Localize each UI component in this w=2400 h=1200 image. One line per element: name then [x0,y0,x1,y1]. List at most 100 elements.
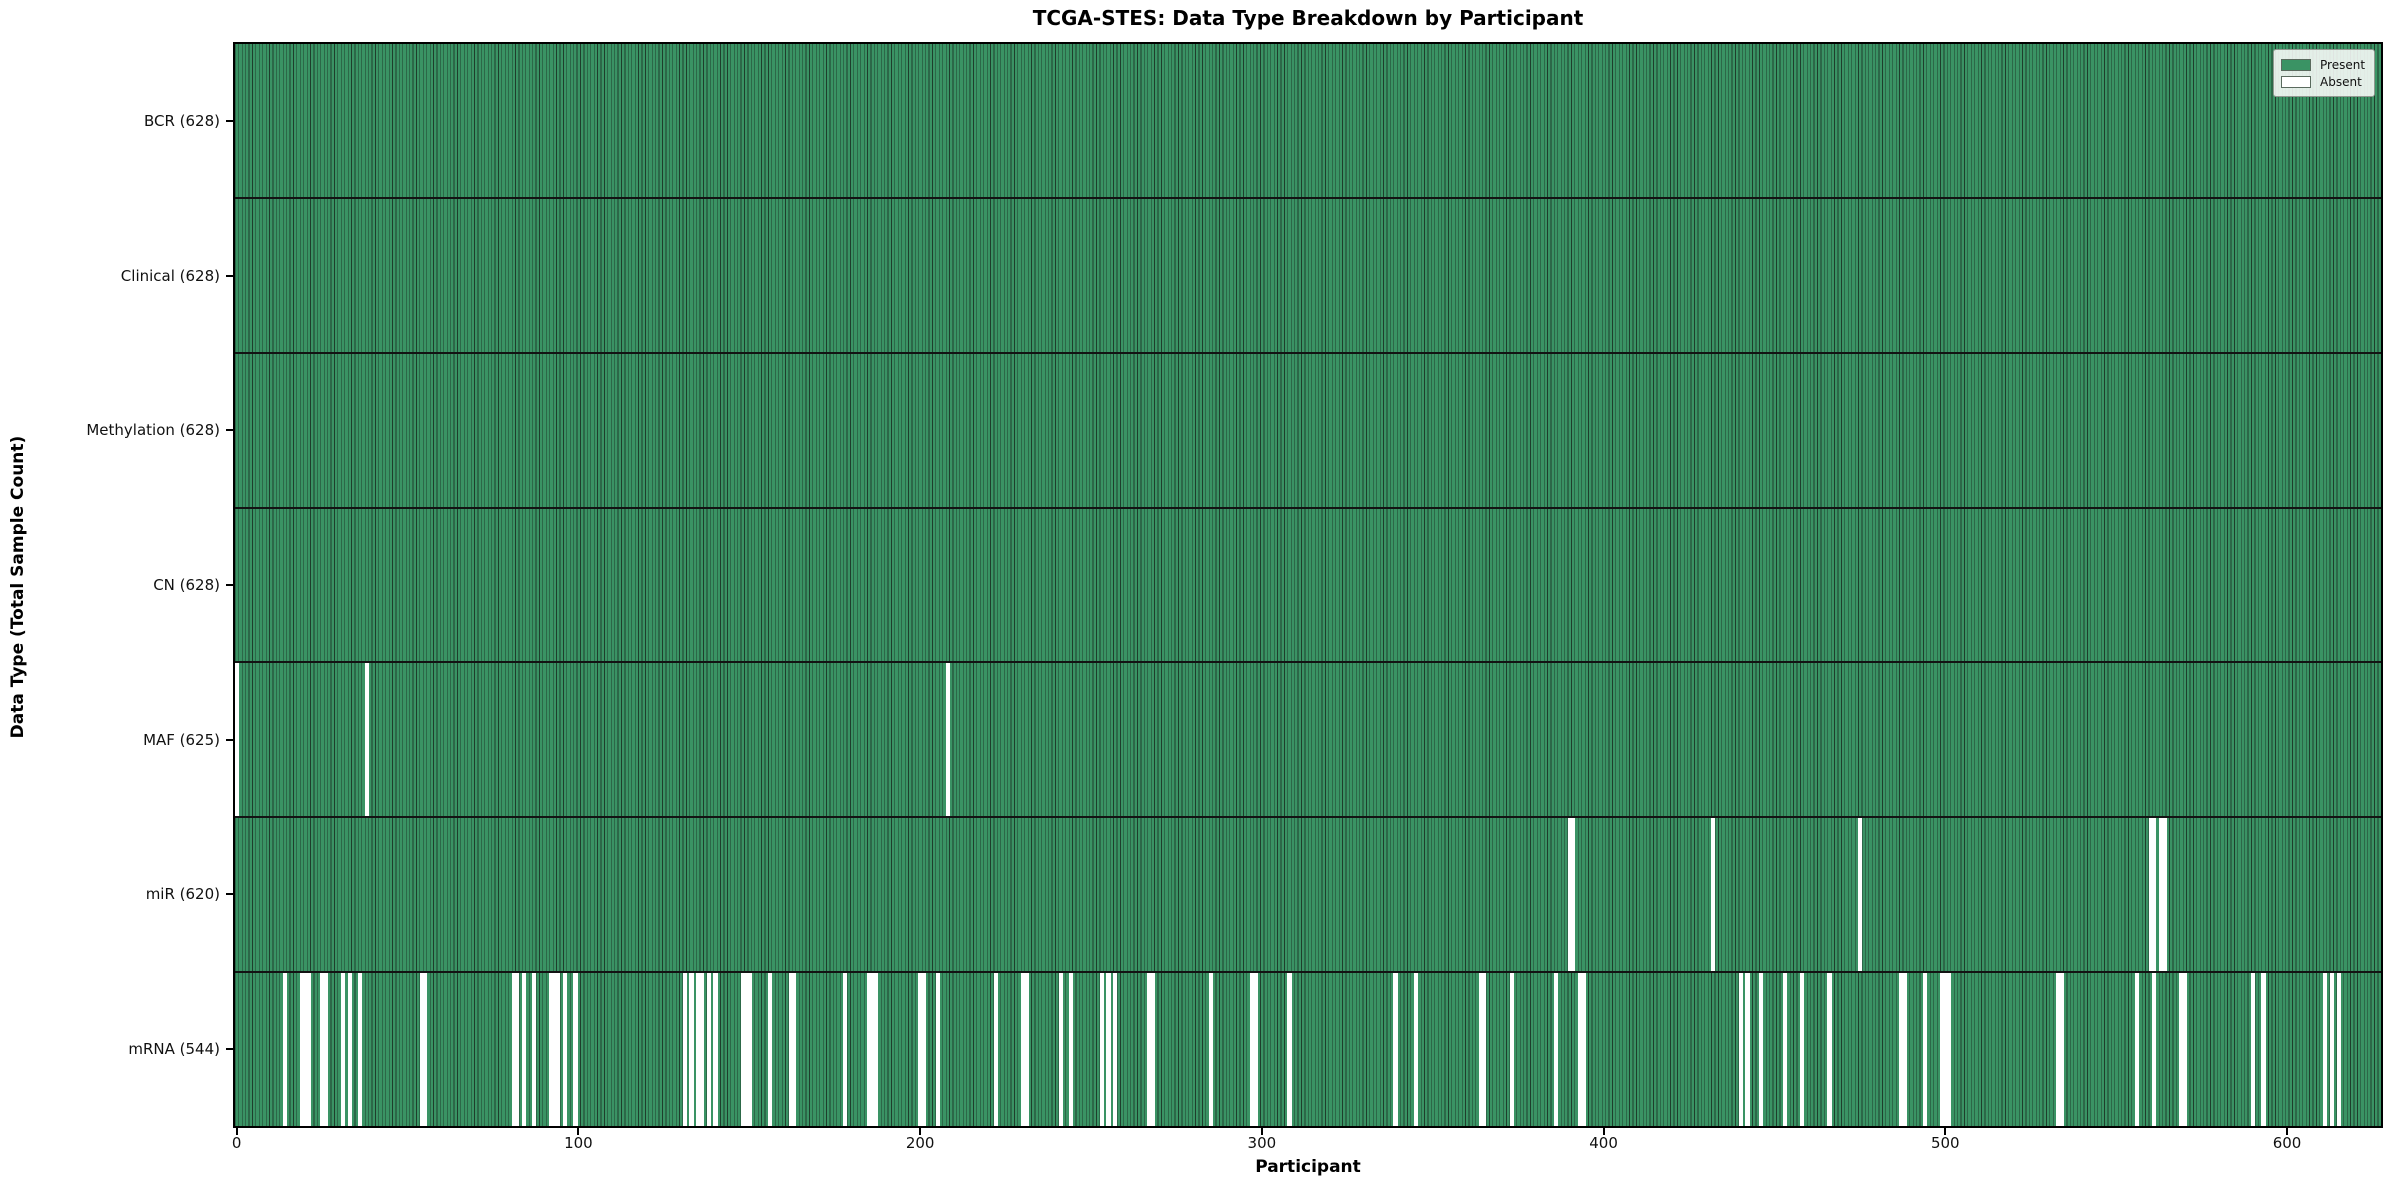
absent-gap [1287,973,1292,1127]
absent-gap [1738,973,1743,1127]
absent-gap [1943,973,1948,1127]
absent-gap [747,973,752,1127]
data-row-Clinical [235,196,2381,352]
absent-gap [347,973,352,1127]
absent-gap [563,973,568,1127]
absent-gap [1745,973,1750,1127]
absent-gap [2179,973,2184,1127]
absent-gap [358,973,363,1127]
absent-gap [1759,973,1764,1127]
absent-gap [689,973,694,1127]
absent-swatch-icon [2281,75,2311,88]
absent-gap [945,663,950,817]
y-tick-mark [226,1047,233,1050]
absent-gap [235,663,240,817]
x-tick-label-200: 200 [905,1134,935,1152]
absent-gap [1899,973,1904,1127]
absent-gap [843,973,848,1127]
absent-gap [1413,973,1419,1127]
absent-gap [921,973,927,1127]
absent-gap [1150,973,1155,1127]
absent-gap [419,973,424,1127]
legend-entry-absent: Absent [2281,73,2366,90]
x-tick-label-400: 400 [1589,1134,1618,1152]
absent-gap [282,973,288,1127]
y-tick-mark [226,429,233,432]
y-tick-label-Methylation: Methylation (628) [86,421,220,440]
y-tick-label-CN: CN (628) [153,576,220,594]
x-tick-label-300: 300 [1247,1134,1277,1152]
y-tick-label-Clinical: Clinical (628) [120,266,220,285]
plot-area: Present Absent [233,42,2383,1128]
x-tick-mark [577,1128,580,1135]
absent-gap [744,973,749,1127]
absent-gap [1509,973,1514,1127]
data-row-Methylation [235,351,2381,507]
absent-gap [422,973,428,1127]
absent-gap [682,973,687,1127]
absent-gap [1113,973,1118,1127]
absent-gap [522,973,527,1127]
y-tick-mark [226,274,233,277]
absent-gap [1827,973,1832,1127]
y-tick-mark [226,120,233,123]
data-row-miR [235,816,2381,972]
y-tick-label-MAF: MAF (625) [143,730,220,749]
absent-gap [874,973,879,1127]
absent-gap [1554,973,1559,1127]
x-tick-label-600: 600 [2272,1134,2302,1152]
x-tick-mark [1260,1128,1263,1135]
absent-gap [515,973,520,1127]
data-row-MAF [235,661,2381,817]
absent-gap [870,973,875,1127]
y-tick-label-BCR: BCR (628) [143,112,220,131]
absent-gap [323,973,329,1127]
absent-gap [1068,973,1073,1127]
absent-gap [511,973,516,1127]
absent-gap [532,973,537,1127]
legend-present-label: Present [2320,57,2366,72]
absent-gap [573,973,578,1127]
absent-gap [1902,973,1907,1127]
absent-gap [918,973,923,1127]
absent-gap [792,973,797,1127]
absent-gap [1782,973,1788,1127]
absent-gap [713,973,718,1127]
absent-gap [1567,818,1572,972]
absent-gap [2056,973,2061,1127]
x-axis-label: Participant [1255,1157,1361,1177]
absent-gap [2148,818,2153,972]
absent-gap [1208,973,1214,1127]
absent-gap [306,973,311,1127]
x-tick-label-0: 0 [231,1134,242,1152]
absent-gap [788,973,793,1127]
absent-gap [299,973,305,1127]
absent-gap [549,973,554,1127]
y-tick-mark [226,893,233,896]
absent-gap [556,973,561,1127]
absent-gap [768,973,773,1127]
y-tick-label-miR: miR (620) [145,885,220,904]
absent-gap [1147,973,1152,1127]
absent-gap [320,973,325,1127]
absent-gap [1024,973,1029,1127]
legend: Present Absent [2273,49,2375,97]
absent-gap [1577,973,1583,1127]
x-tick-label-500: 500 [1930,1134,1960,1152]
absent-gap [740,973,745,1127]
absent-gap [696,973,701,1127]
data-row-mRNA [235,971,2381,1127]
absent-gap [2134,973,2140,1127]
absent-gap [1858,818,1863,972]
absent-gap [706,973,711,1127]
absent-gap [1020,973,1026,1127]
data-row-CN [235,506,2381,662]
x-tick-mark [919,1128,922,1135]
y-tick-mark [226,584,233,586]
x-tick-mark [1944,1128,1947,1135]
absent-gap [935,973,940,1127]
absent-gap [1106,973,1111,1127]
absent-gap [2152,818,2157,972]
absent-gap [1581,973,1586,1127]
